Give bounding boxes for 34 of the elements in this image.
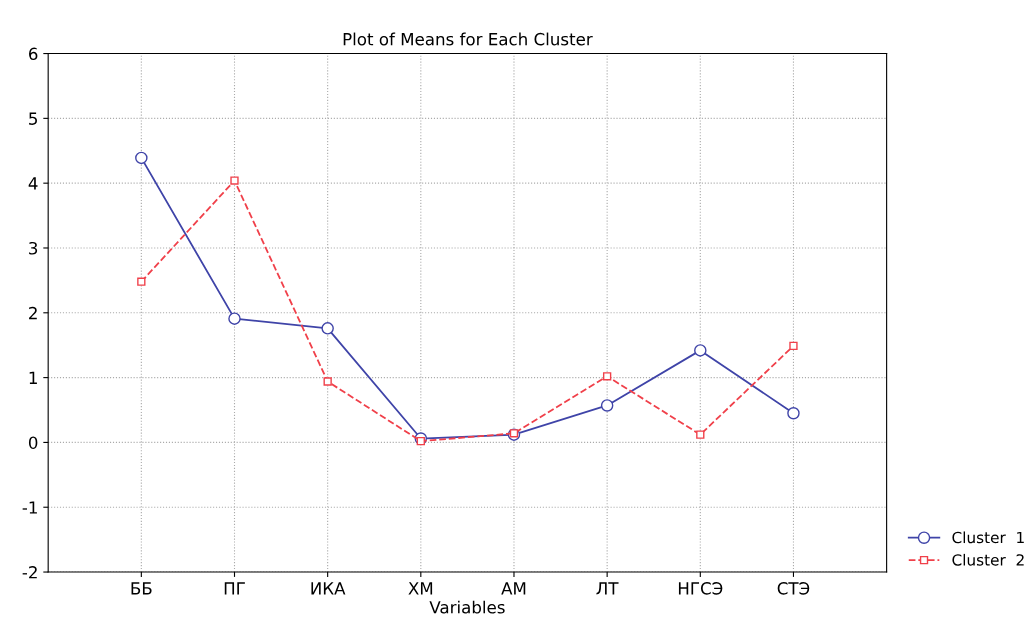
point xyxy=(135,151,148,165)
y-tick-label: 5 xyxy=(29,112,37,125)
y-tick-label: 4 xyxy=(28,177,38,190)
point xyxy=(137,277,146,286)
point xyxy=(696,430,705,439)
point xyxy=(600,399,614,412)
point xyxy=(694,344,707,357)
point xyxy=(789,341,798,351)
x-tick-label: СТЭ xyxy=(777,582,810,595)
point xyxy=(321,322,334,335)
x-tick-label: ХМ xyxy=(408,582,433,595)
x-axis-title: Variables xyxy=(429,600,505,614)
y-tick-label: -1 xyxy=(22,501,37,514)
point xyxy=(230,176,239,185)
y-tick-label: 6 xyxy=(29,47,38,61)
x-tick-label: НГСЭ xyxy=(678,582,723,595)
chart-title: Plot of Means for Each Cluster xyxy=(343,32,593,46)
y-tick-label: 2 xyxy=(29,306,37,320)
y-tick-label: 3 xyxy=(29,241,38,255)
legend-label: Cluster 1 xyxy=(952,531,1024,544)
y-tick-label: 0 xyxy=(28,436,38,449)
point xyxy=(416,436,425,446)
x-tick-label: АМ xyxy=(501,582,526,595)
point xyxy=(602,372,612,381)
y-tick-label: -2 xyxy=(22,566,37,579)
point xyxy=(787,407,800,420)
point xyxy=(323,377,332,386)
x-tick-label: ЛТ xyxy=(596,582,619,595)
x-tick-label: ПГ xyxy=(224,582,245,595)
x-tick-label: ИКА xyxy=(311,582,346,595)
x-tick-label: ББ xyxy=(131,582,152,595)
y-tick-label: 1 xyxy=(29,371,37,384)
point xyxy=(228,312,241,325)
legend-label: Cluster 2 xyxy=(952,553,1024,566)
